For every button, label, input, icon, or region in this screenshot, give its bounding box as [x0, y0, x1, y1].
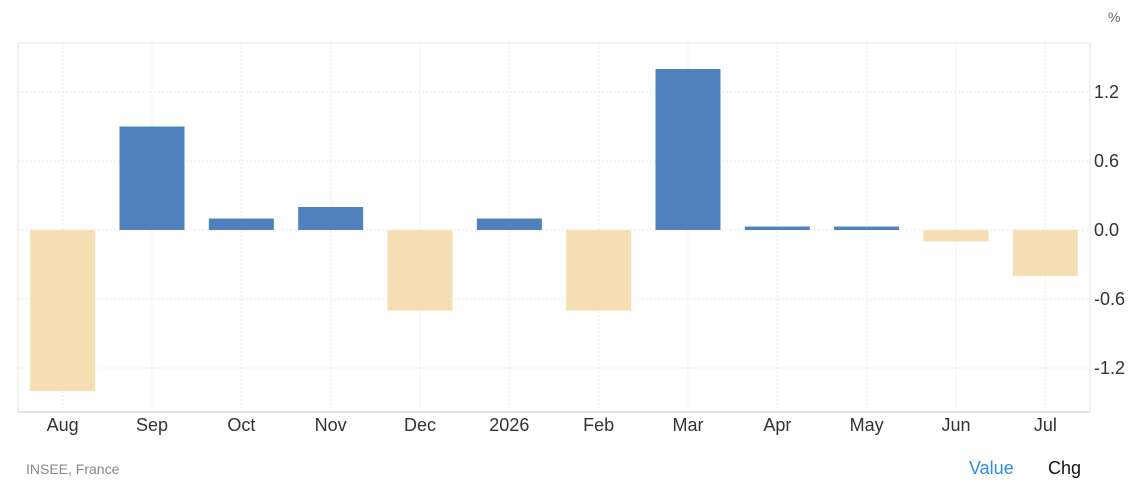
bar-may[interactable] [834, 226, 900, 230]
y-tick-label: -0.6 [1094, 289, 1125, 309]
x-tick-label: May [850, 415, 884, 435]
bar-mar[interactable] [655, 69, 721, 230]
bar-2026[interactable] [476, 218, 542, 231]
y-axis-tick-labels: 1.2 0.6 0.0 -0.6 -1.2 [1094, 82, 1125, 378]
y-tick-label: 0.0 [1094, 220, 1119, 240]
x-tick-label: Oct [227, 415, 255, 435]
bar-oct[interactable] [208, 218, 274, 231]
x-tick-label: Sep [136, 415, 168, 435]
y-tick-label: 1.2 [1094, 82, 1119, 102]
x-tick-label: Jul [1034, 415, 1057, 435]
bar-aug[interactable] [30, 230, 96, 391]
bars [30, 69, 1078, 391]
source-label: INSEE, France [26, 461, 120, 477]
x-tick-label: Dec [404, 415, 436, 435]
bar-nov[interactable] [298, 207, 364, 230]
bar-sep[interactable] [119, 126, 185, 231]
bar-dec[interactable] [387, 230, 453, 311]
x-tick-label: Nov [315, 415, 347, 435]
bar-jun[interactable] [923, 230, 989, 242]
bar-feb[interactable] [566, 230, 632, 311]
y-tick-label: -1.2 [1094, 358, 1125, 378]
x-tick-label: Mar [673, 415, 704, 435]
x-tick-label: Feb [583, 415, 614, 435]
value-toggle-button[interactable]: Value [969, 458, 1014, 478]
x-tick-label: 2026 [489, 415, 529, 435]
bar-apr[interactable] [744, 226, 810, 230]
x-axis-tick-labels: Aug Sep Oct Nov Dec 2026 Feb Mar Apr May Jun Jul [47, 415, 1057, 435]
chg-toggle-button[interactable]: Chg [1048, 458, 1082, 478]
x-tick-label: Jun [941, 415, 970, 435]
bar-jul[interactable] [1012, 230, 1078, 276]
x-tick-label: Apr [763, 415, 791, 435]
x-tick-label: Aug [47, 415, 79, 435]
y-tick-label: 0.6 [1094, 151, 1119, 171]
y-axis-unit-label: % [1108, 9, 1120, 25]
